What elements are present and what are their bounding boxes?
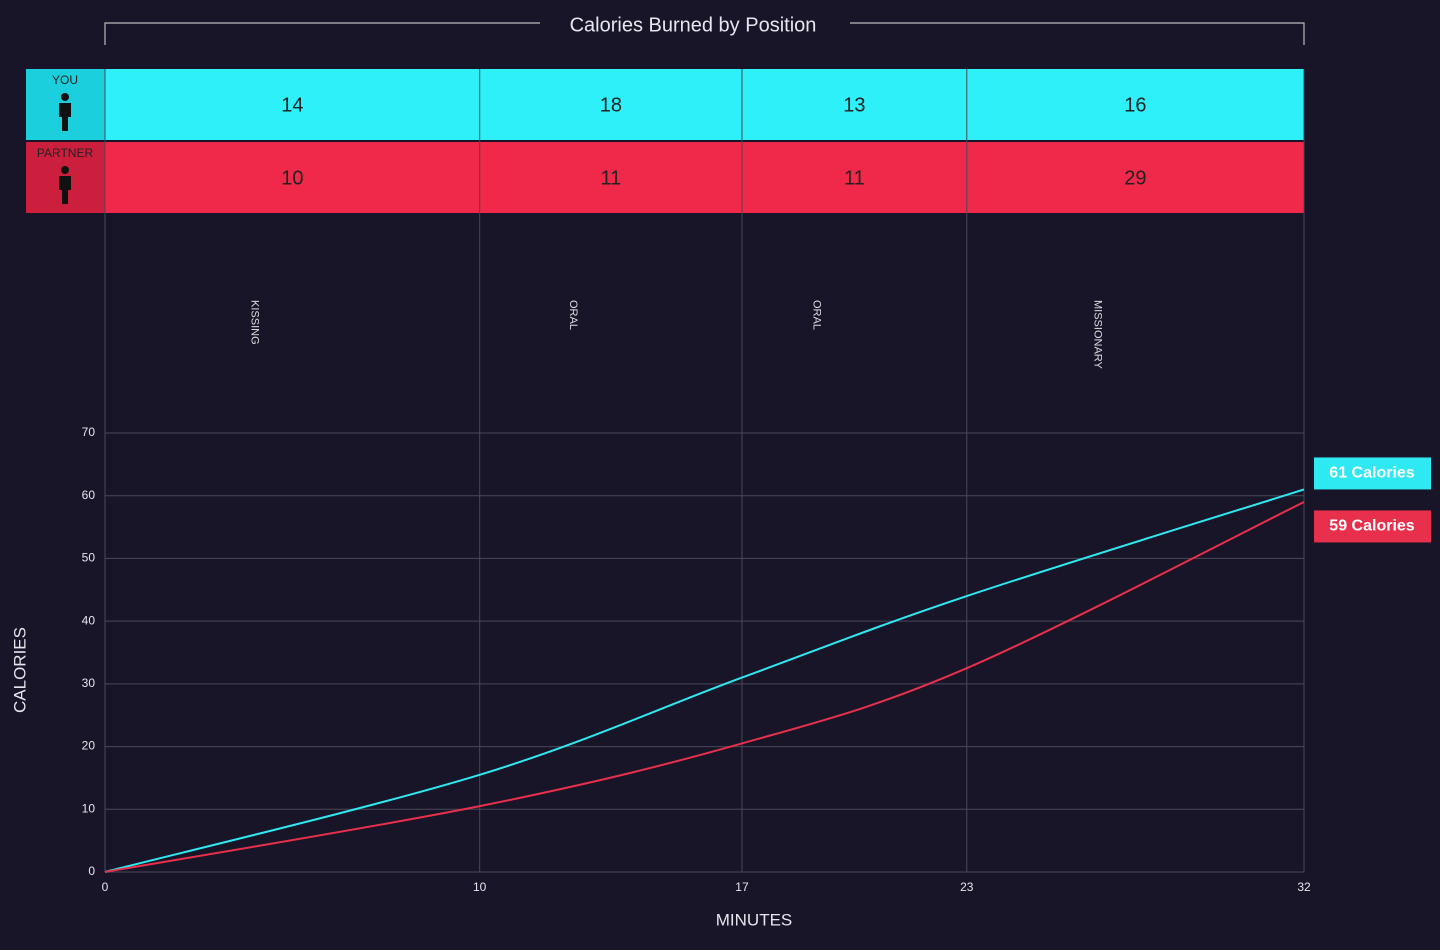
segment-value: 29 bbox=[1124, 167, 1146, 189]
row-name: PARTNER bbox=[37, 146, 94, 160]
person-icon-body bbox=[59, 176, 71, 204]
data-line bbox=[104, 501, 1305, 873]
segment-value: 10 bbox=[281, 167, 303, 189]
end-label: 59 Calories bbox=[1329, 518, 1414, 535]
x-axis-label: MINUTES bbox=[716, 910, 793, 929]
y-tick-label: 30 bbox=[82, 676, 96, 690]
x-tick-label: 32 bbox=[1297, 880, 1311, 894]
person-icon-head bbox=[61, 166, 69, 174]
segment-value: 18 bbox=[600, 94, 622, 116]
person-icon-head bbox=[61, 93, 69, 101]
position-label: ORAL bbox=[567, 300, 579, 330]
end-label-box bbox=[1314, 457, 1431, 490]
position-label: MISSIONARY bbox=[1091, 300, 1103, 370]
segment-value: 11 bbox=[844, 167, 865, 189]
title-bracket bbox=[104, 22, 1305, 45]
segment-value: 11 bbox=[600, 167, 621, 189]
y-tick-label: 70 bbox=[82, 425, 96, 439]
y-tick-label: 0 bbox=[88, 864, 95, 878]
x-tick-label: 10 bbox=[473, 880, 487, 894]
position-label: KISSING bbox=[248, 300, 260, 345]
data-line bbox=[104, 488, 1305, 873]
y-tick-label: 60 bbox=[82, 488, 96, 502]
segment-value: 14 bbox=[281, 94, 303, 116]
x-tick-label: 17 bbox=[735, 880, 749, 894]
segment-value: 13 bbox=[843, 94, 865, 116]
chart-title: Calories Burned by Position bbox=[570, 14, 817, 36]
position-label: ORAL bbox=[810, 300, 822, 330]
y-tick-label: 40 bbox=[82, 613, 96, 627]
end-label-box bbox=[1314, 510, 1431, 543]
x-tick-label: 23 bbox=[960, 880, 974, 894]
y-tick-label: 50 bbox=[82, 551, 96, 565]
segment-value: 16 bbox=[1124, 94, 1146, 116]
y-tick-label: 10 bbox=[82, 801, 96, 815]
person-icon-body bbox=[59, 103, 71, 131]
end-label: 61 Calories bbox=[1329, 465, 1414, 482]
y-axis-label: CALORIES bbox=[10, 627, 29, 713]
row-band bbox=[105, 142, 1304, 213]
y-tick-label: 20 bbox=[82, 739, 96, 753]
row-name: YOU bbox=[52, 73, 78, 87]
x-tick-label: 0 bbox=[102, 880, 109, 894]
row-band bbox=[105, 69, 1304, 140]
